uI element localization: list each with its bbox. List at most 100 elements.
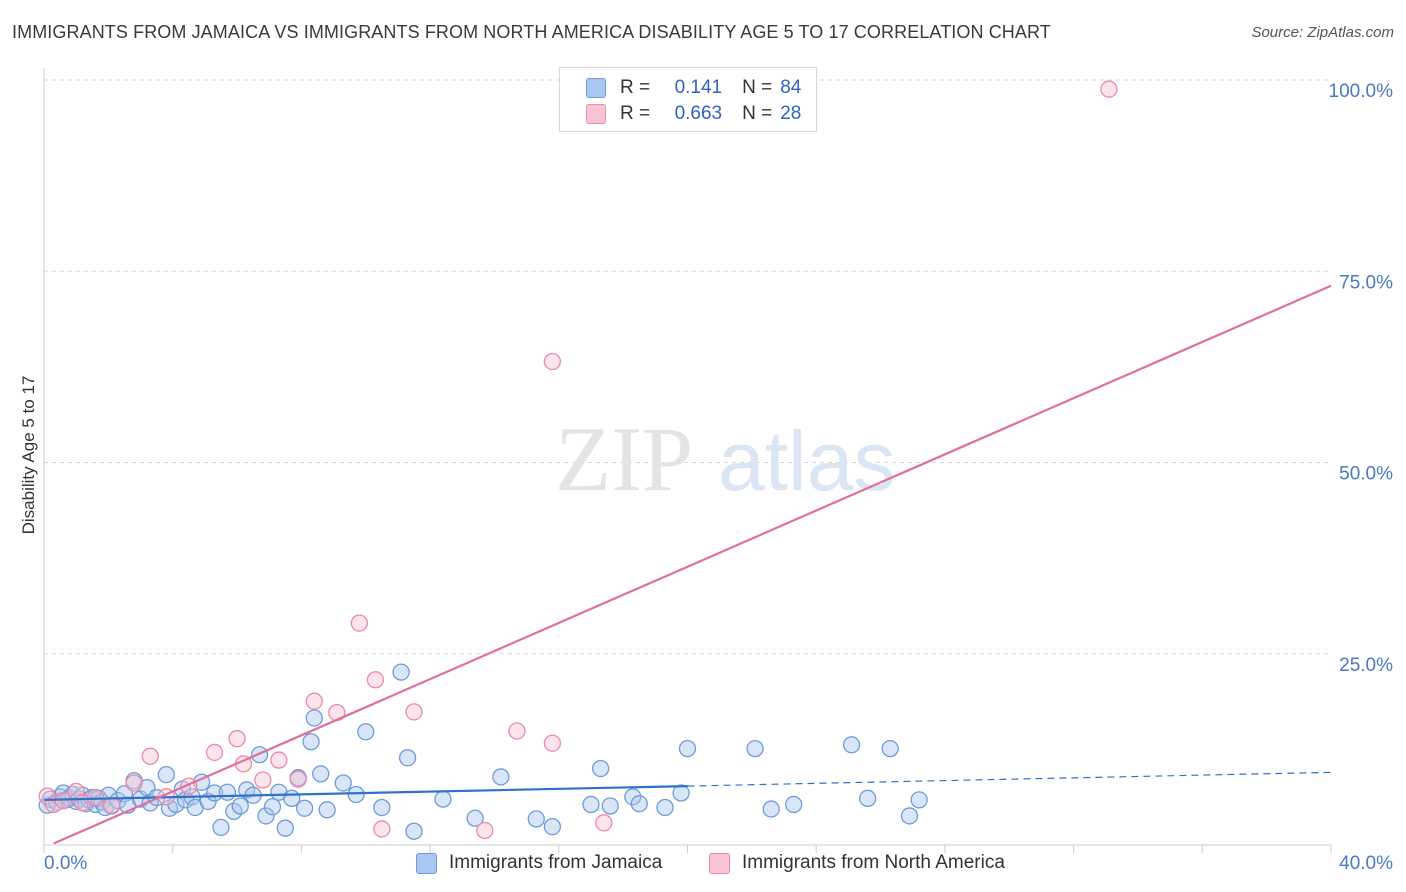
data-point-north-america — [595, 814, 613, 832]
data-point-jamaica — [466, 809, 484, 827]
x-tick-label: 40.0% — [1339, 853, 1393, 874]
trend-line-jamaica — [43, 784, 688, 801]
watermark-atlas: atlas — [718, 414, 895, 508]
data-point-jamaica — [859, 789, 877, 807]
data-point-jamaica — [434, 790, 452, 808]
legend-r-value-north-america: 0.663 — [674, 103, 723, 124]
series-legend: Immigrants from Jamaica Immigrants from … — [0, 852, 1406, 878]
data-point-jamaica — [405, 822, 423, 840]
data-point-jamaica — [601, 797, 619, 815]
legend-row-jamaica: R = 0.141 N = 84 — [586, 76, 801, 100]
data-point-jamaica — [276, 819, 294, 837]
data-point-north-america — [350, 614, 368, 632]
legend-label-jamaica: Immigrants from Jamaica — [449, 852, 663, 873]
data-point-jamaica — [212, 818, 230, 837]
data-point-jamaica — [762, 800, 780, 818]
data-point-jamaica — [746, 739, 764, 758]
data-point-jamaica — [318, 801, 336, 819]
data-point-north-america — [543, 734, 562, 752]
data-point-jamaica — [582, 795, 600, 814]
y-tick-label: 75.0% — [1339, 272, 1393, 293]
data-point-jamaica — [672, 784, 690, 802]
legend-n-label: N = — [742, 103, 773, 124]
legend-n-value-north-america: 28 — [780, 103, 802, 124]
data-point-north-america — [366, 671, 385, 689]
data-point-jamaica — [543, 817, 562, 836]
tick-labels: 25.0% 50.0% 75.0% 100.0% 0.0% 40.0% — [44, 81, 1393, 874]
data-point-north-america — [125, 774, 143, 792]
trend-lines — [43, 284, 1332, 845]
source-label: Source: ZipAtlas.com — [1251, 24, 1394, 41]
data-point-north-america — [476, 821, 494, 840]
data-point-north-america — [205, 743, 224, 762]
data-point-jamaica — [334, 774, 352, 792]
data-point-north-america — [543, 352, 562, 371]
data-point-jamaica — [527, 810, 545, 828]
x-tick-label: 0.0% — [44, 853, 87, 874]
legend-r-value-jamaica: 0.141 — [674, 77, 723, 98]
data-point-jamaica — [881, 739, 899, 758]
axes — [43, 68, 1332, 853]
legend-n-value-jamaica: 84 — [780, 77, 802, 98]
data-point-jamaica — [910, 791, 928, 809]
data-point-jamaica — [263, 798, 282, 816]
legend-n-label: N = — [742, 77, 773, 98]
data-point-jamaica — [900, 807, 919, 825]
data-point-jamaica — [591, 759, 610, 778]
legend-swatch-north-america — [709, 852, 730, 874]
data-point-jamaica — [305, 709, 323, 727]
watermark-zip: ZIP — [555, 408, 693, 510]
data-point-jamaica — [785, 795, 803, 814]
legend-item-jamaica[interactable]: Immigrants from Jamaica — [416, 852, 662, 874]
data-point-north-america — [228, 730, 246, 748]
trend-line-north-america — [53, 284, 1332, 845]
legend-item-north-america[interactable]: Immigrants from North America — [709, 852, 1005, 874]
data-point-jamaica — [656, 798, 674, 817]
legend-label-north-america: Immigrants from North America — [742, 852, 1005, 873]
data-point-jamaica — [624, 788, 642, 806]
y-tick-label: 50.0% — [1339, 464, 1393, 485]
legend-swatch-jamaica — [586, 78, 606, 98]
data-point-jamaica — [257, 807, 275, 825]
data-point-north-america — [141, 747, 159, 765]
data-point-jamaica — [392, 663, 410, 681]
data-point-north-america — [1100, 80, 1118, 98]
data-point-jamaica — [312, 765, 330, 783]
legend-r-label: R = — [620, 103, 651, 124]
legend-r-label: R = — [620, 77, 651, 98]
data-point-jamaica — [842, 736, 861, 754]
trend-line-jamaica-extension — [687, 771, 1332, 787]
data-point-jamaica — [157, 765, 175, 784]
data-point-jamaica — [492, 768, 510, 786]
data-point-north-america — [270, 751, 288, 769]
series-north-america-points — [38, 80, 1118, 840]
y-tick-label: 100.0% — [1329, 81, 1394, 102]
data-point-jamaica — [357, 723, 375, 741]
data-point-jamaica — [678, 739, 697, 758]
data-point-jamaica — [302, 733, 320, 751]
data-point-north-america — [373, 820, 391, 838]
data-point-north-america — [102, 796, 121, 814]
legend-swatch-north-america — [586, 104, 606, 124]
data-point-jamaica — [398, 749, 417, 767]
watermark: ZIP atlas — [555, 408, 895, 510]
y-tick-label: 25.0% — [1339, 655, 1393, 676]
data-point-jamaica — [218, 783, 237, 801]
chart-title: IMMIGRANTS FROM JAMAICA VS IMMIGRANTS FR… — [12, 22, 1051, 42]
data-point-jamaica — [630, 795, 648, 813]
series-jamaica-points — [38, 663, 928, 840]
data-point-jamaica — [373, 798, 391, 817]
data-point-north-america — [405, 703, 423, 721]
data-point-north-america — [305, 692, 323, 710]
data-point-jamaica — [231, 797, 249, 815]
legend-row-north-america: R = 0.663 N = 28 — [586, 102, 801, 126]
data-point-jamaica — [295, 799, 314, 817]
y-axis-label: Disability Age 5 to 17 — [19, 376, 38, 535]
data-point-north-america — [254, 771, 272, 789]
data-point-jamaica — [347, 785, 365, 804]
legend-swatch-jamaica — [416, 852, 437, 874]
data-point-north-america — [508, 722, 526, 740]
data-point-north-america — [289, 770, 307, 788]
correlation-legend: R = 0.141 N = 84 R = 0.663 N = 28 — [559, 67, 817, 132]
